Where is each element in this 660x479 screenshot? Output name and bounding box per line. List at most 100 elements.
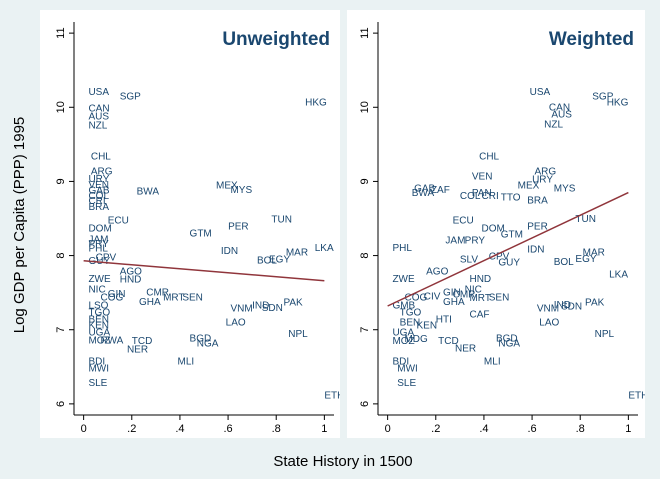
x-tick-label: .4 bbox=[479, 423, 488, 435]
x-tick-label: .6 bbox=[527, 423, 536, 435]
point-label: CPV bbox=[489, 252, 510, 263]
point-label: USA bbox=[530, 87, 551, 98]
point-label: BDI bbox=[392, 356, 409, 367]
point-label: PER bbox=[527, 221, 548, 232]
panel-title: Weighted bbox=[549, 29, 634, 50]
point-label: LKA bbox=[609, 269, 628, 280]
point-label: DOM bbox=[482, 224, 505, 235]
point-label: MDG bbox=[404, 334, 428, 345]
point-label: NZL bbox=[88, 120, 107, 131]
point-label: CAN bbox=[549, 103, 570, 114]
point-label: PER bbox=[228, 221, 249, 232]
point-label: JAM bbox=[88, 235, 108, 246]
fit-line bbox=[83, 260, 325, 282]
point-label: CHL bbox=[91, 152, 111, 163]
panel-title: Unweighted bbox=[222, 29, 330, 50]
point-label: PAN bbox=[472, 188, 492, 199]
point-label: HTI bbox=[436, 315, 452, 326]
point-label: NGA bbox=[498, 338, 520, 349]
y-tick-label: 6 bbox=[55, 401, 67, 407]
y-tick-label: 10 bbox=[359, 101, 371, 113]
point-label: JAM bbox=[445, 235, 465, 246]
point-label: MAR bbox=[286, 247, 308, 258]
point-label: NIC bbox=[88, 284, 105, 295]
point-label: GAB bbox=[88, 186, 109, 197]
y-tick-label: 9 bbox=[359, 178, 371, 184]
x-tick-label: .2 bbox=[127, 423, 136, 435]
y-tick-label: 6 bbox=[359, 401, 371, 407]
point-label: PAK bbox=[283, 298, 303, 309]
point-label: MRT bbox=[163, 292, 184, 303]
point-label: BWA bbox=[137, 186, 160, 197]
point-label: BRA bbox=[88, 202, 109, 213]
point-label: CRI bbox=[482, 191, 499, 202]
point-label: BWA bbox=[412, 188, 435, 199]
y-tick-label: 8 bbox=[55, 253, 67, 259]
point-label: BOL bbox=[257, 255, 277, 266]
point-label: EGY bbox=[575, 254, 596, 265]
point-label: NER bbox=[455, 344, 476, 355]
y-tick-label: 10 bbox=[55, 101, 67, 113]
point-label: ECU bbox=[108, 215, 129, 226]
point-label: TCD bbox=[132, 336, 153, 347]
point-label: CMR bbox=[453, 290, 476, 301]
point-label: HKG bbox=[607, 97, 629, 108]
point-label: RWA bbox=[100, 335, 123, 346]
point-label: CAN bbox=[88, 103, 109, 114]
point-label: AUS bbox=[88, 112, 109, 123]
point-label: MAR bbox=[583, 247, 605, 258]
y-tick-label: 8 bbox=[359, 253, 371, 259]
x-tick-label: 1 bbox=[321, 423, 327, 435]
point-label: URY bbox=[88, 174, 109, 185]
point-label: SDN bbox=[561, 301, 582, 312]
point-label: HND bbox=[469, 274, 491, 285]
y-tick-label: 11 bbox=[55, 27, 67, 38]
point-label: MYS bbox=[230, 185, 252, 196]
point-label: TTO bbox=[501, 192, 521, 203]
point-label: MRT bbox=[469, 293, 490, 304]
point-label: ZWE bbox=[88, 274, 111, 285]
x-tick-label: 0 bbox=[81, 423, 87, 435]
point-label: NER bbox=[127, 344, 148, 355]
point-label: SLE bbox=[88, 378, 107, 389]
point-label: EGY bbox=[269, 255, 290, 266]
point-label: LAO bbox=[226, 318, 246, 329]
point-label: GHA bbox=[443, 297, 465, 308]
point-label: KEN bbox=[88, 321, 109, 332]
point-label: ETH bbox=[628, 390, 648, 401]
x-tick-label: 1 bbox=[625, 423, 631, 435]
point-label: BRA bbox=[527, 195, 548, 206]
y-axis-label: Log GDP per Capita (PPP) 1995 bbox=[11, 117, 28, 334]
point-label: PAK bbox=[585, 298, 605, 309]
x-tick-label: .8 bbox=[576, 423, 585, 435]
point-label: SEN bbox=[489, 292, 510, 303]
x-tick-label: .4 bbox=[175, 423, 184, 435]
point-label: VNM bbox=[230, 304, 252, 315]
point-label: MYS bbox=[554, 183, 576, 194]
point-label: BEN bbox=[400, 318, 421, 329]
point-label: AGO bbox=[120, 267, 142, 278]
point-label: CMR bbox=[146, 287, 169, 298]
point-label: VEN bbox=[88, 180, 109, 191]
point-label: SEN bbox=[182, 292, 203, 303]
point-label: NIC bbox=[465, 284, 482, 295]
point-label: TUN bbox=[575, 214, 596, 225]
point-label: MLI bbox=[484, 356, 501, 367]
point-label: HND bbox=[120, 275, 142, 286]
point-label: SGP bbox=[120, 92, 141, 103]
point-label: KEN bbox=[417, 321, 438, 332]
point-label: TCD bbox=[438, 336, 459, 347]
point-label: MWI bbox=[88, 364, 109, 375]
point-label: IDN bbox=[221, 246, 238, 257]
panel-bg bbox=[347, 10, 645, 438]
point-label: MEX bbox=[216, 181, 238, 192]
point-label: COL bbox=[88, 191, 109, 202]
point-label: GMB bbox=[392, 301, 415, 312]
point-label: COL bbox=[460, 191, 481, 202]
point-label: CAF bbox=[469, 310, 489, 321]
y-tick-label: 7 bbox=[359, 327, 371, 333]
point-label: NGA bbox=[197, 338, 219, 349]
x-tick-label: 0 bbox=[385, 423, 391, 435]
point-label: MOZ bbox=[88, 335, 110, 346]
